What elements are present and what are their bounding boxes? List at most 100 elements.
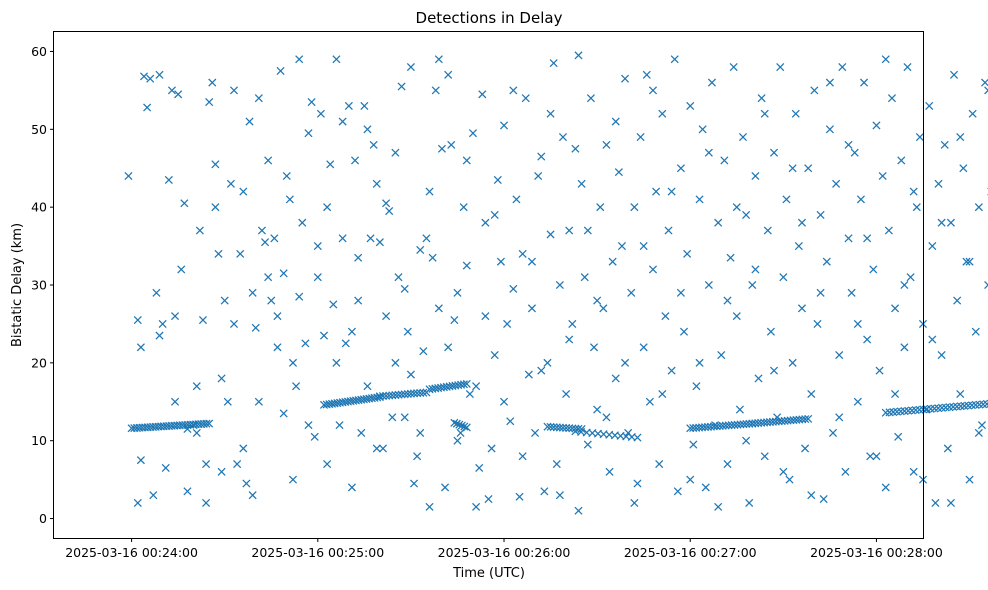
point-563 — [549, 423, 558, 432]
point-196 — [748, 280, 757, 290]
point-225 — [838, 62, 847, 72]
point-560 — [462, 423, 471, 432]
point-49 — [292, 382, 301, 391]
point-101 — [453, 288, 462, 297]
point-173 — [676, 164, 685, 173]
point-126 — [531, 428, 540, 437]
point-88 — [413, 452, 422, 461]
point-555 — [450, 418, 459, 427]
point-39 — [261, 238, 270, 247]
point-366 — [254, 397, 263, 406]
point-71 — [360, 101, 369, 110]
point-195 — [745, 498, 754, 508]
point-253 — [925, 101, 934, 110]
point-107 — [472, 382, 481, 391]
point-389 — [453, 436, 462, 445]
point-198 — [754, 374, 763, 383]
point-367 — [264, 273, 273, 282]
point-210 — [791, 109, 800, 118]
point-164 — [648, 265, 658, 274]
point-241 — [887, 94, 897, 103]
point-217 — [813, 319, 822, 328]
point-257 — [937, 351, 946, 360]
point-533 — [400, 390, 409, 399]
point-415 — [695, 358, 704, 367]
point-91 — [422, 234, 431, 243]
point-266 — [965, 475, 974, 484]
point-260 — [946, 218, 955, 227]
point-154 — [617, 242, 626, 251]
point-175 — [683, 249, 692, 258]
point-232 — [859, 78, 869, 87]
point-4 — [139, 72, 149, 81]
point-239 — [881, 483, 890, 492]
point-127 — [534, 171, 543, 181]
point-564 — [552, 423, 561, 432]
point-176 — [686, 101, 695, 110]
point-21 — [202, 498, 211, 508]
point-231 — [856, 195, 865, 204]
point-92 — [425, 502, 434, 511]
point-192 — [735, 405, 744, 414]
point-50 — [295, 292, 304, 301]
point-410 — [648, 86, 658, 95]
point-397 — [527, 257, 536, 266]
point-18 — [192, 428, 201, 437]
point-80 — [388, 413, 397, 422]
point-3 — [136, 343, 145, 352]
point-90 — [419, 347, 428, 356]
point-445 — [974, 428, 983, 437]
point-57 — [316, 109, 325, 118]
point-229 — [850, 148, 859, 157]
point-113 — [490, 351, 499, 360]
point-212 — [797, 304, 807, 313]
point-60 — [326, 160, 335, 169]
point-243 — [894, 432, 903, 441]
point-378 — [354, 296, 363, 305]
point-536 — [409, 389, 419, 398]
y-tick-label-1: 10 — [31, 433, 47, 448]
point-567 — [562, 423, 571, 432]
point-440 — [928, 335, 937, 344]
point-59 — [323, 460, 332, 469]
point-22 — [205, 98, 214, 107]
point-140 — [574, 506, 583, 515]
point-13 — [170, 397, 180, 406]
point-47 — [285, 195, 294, 204]
point-427 — [807, 491, 816, 500]
point-78 — [382, 312, 391, 321]
point-398 — [537, 366, 546, 375]
point-233 — [863, 335, 872, 344]
point-68 — [351, 156, 360, 165]
point-406 — [611, 117, 620, 126]
point-191 — [732, 312, 741, 321]
point-9 — [158, 319, 167, 328]
point-43 — [273, 343, 282, 352]
point-380 — [372, 444, 381, 453]
point-370 — [288, 475, 298, 484]
point-269 — [974, 203, 983, 212]
point-227 — [844, 234, 853, 243]
point-405 — [602, 413, 611, 422]
point-265 — [962, 257, 971, 266]
point-20 — [198, 315, 208, 325]
point-248 — [909, 467, 918, 476]
point-146 — [593, 405, 602, 414]
chart-title: Detections in Delay — [416, 9, 563, 27]
point-264 — [959, 164, 968, 173]
x-tick-label-1: 2025-03-16 00:25:00 — [251, 545, 384, 560]
point-14 — [174, 90, 183, 99]
point-188 — [723, 460, 732, 469]
point-33 — [242, 479, 251, 488]
point-70 — [357, 428, 366, 437]
point-537 — [413, 389, 422, 398]
point-133 — [552, 460, 561, 469]
point-56 — [313, 242, 322, 251]
point-144 — [586, 94, 595, 103]
point-242 — [891, 304, 900, 313]
scatter-marks — [124, 51, 988, 515]
point-411 — [658, 389, 667, 399]
point-181 — [701, 483, 710, 492]
point-362 — [223, 397, 232, 406]
point-422 — [760, 109, 769, 118]
